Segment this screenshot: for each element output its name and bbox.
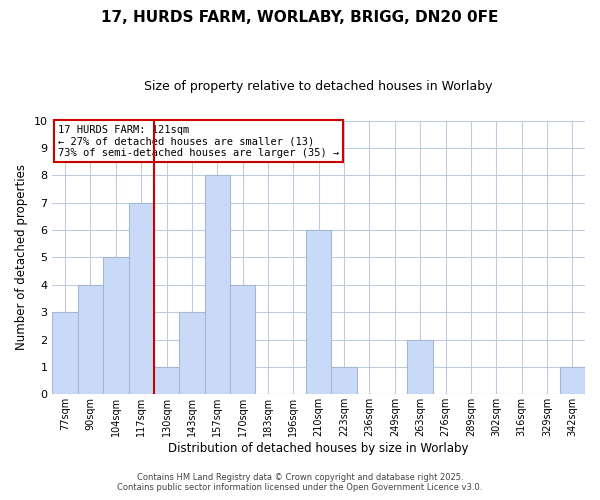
Title: Size of property relative to detached houses in Worlaby: Size of property relative to detached ho…	[145, 80, 493, 93]
Bar	[560, 367, 585, 394]
Y-axis label: Number of detached properties: Number of detached properties	[15, 164, 28, 350]
Text: 17 HURDS FARM: 121sqm
← 27% of detached houses are smaller (13)
73% of semi-deta: 17 HURDS FARM: 121sqm ← 27% of detached …	[58, 124, 339, 158]
Bar	[179, 312, 205, 394]
Bar	[331, 367, 357, 394]
Bar	[154, 367, 179, 394]
Bar	[52, 312, 78, 394]
Bar	[230, 285, 256, 395]
Bar	[306, 230, 331, 394]
X-axis label: Distribution of detached houses by size in Worlaby: Distribution of detached houses by size …	[169, 442, 469, 455]
Text: Contains HM Land Registry data © Crown copyright and database right 2025.
Contai: Contains HM Land Registry data © Crown c…	[118, 473, 482, 492]
Bar	[103, 258, 128, 394]
Bar	[205, 176, 230, 394]
Bar	[78, 285, 103, 395]
Text: 17, HURDS FARM, WORLABY, BRIGG, DN20 0FE: 17, HURDS FARM, WORLABY, BRIGG, DN20 0FE	[101, 10, 499, 25]
Bar	[128, 202, 154, 394]
Bar	[407, 340, 433, 394]
